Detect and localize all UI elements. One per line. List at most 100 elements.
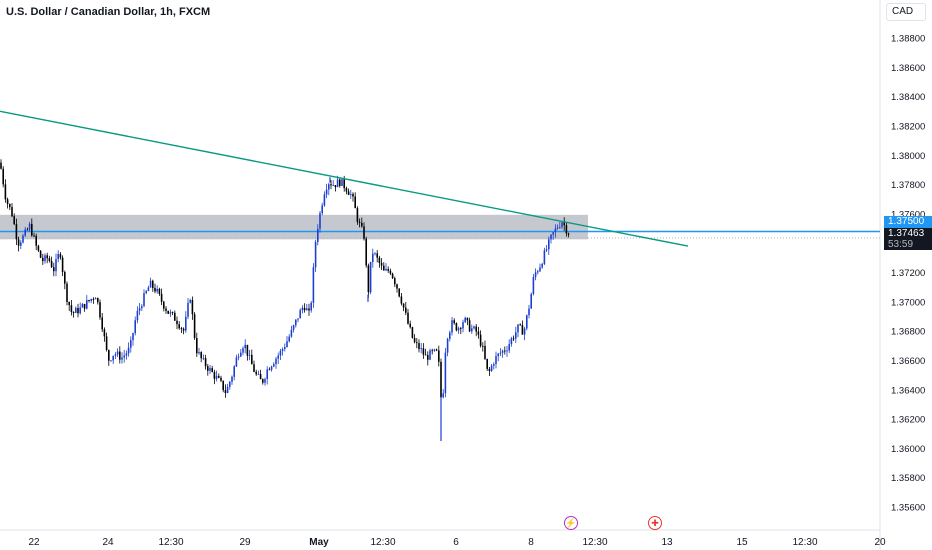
candle-body [44, 255, 46, 262]
candle-body [147, 287, 150, 292]
candle-body [224, 390, 227, 394]
candle-body [292, 325, 295, 330]
candle-body [163, 301, 165, 309]
candle-body [86, 300, 88, 309]
candle-body [61, 257, 64, 273]
candle-body [24, 229, 26, 236]
candle-body [400, 296, 403, 304]
candle-body [112, 355, 114, 361]
candle-body [81, 304, 84, 308]
candle-body [358, 221, 361, 223]
candle-body [13, 216, 15, 225]
candle-body [332, 185, 334, 186]
candle-body [343, 179, 345, 189]
candle-body [290, 329, 293, 337]
candle-body [97, 298, 99, 303]
candle-body [99, 302, 101, 318]
candle-body [339, 179, 341, 186]
bar-countdown: 53:59 [888, 239, 914, 250]
candle-body [301, 307, 304, 311]
candle-body [299, 310, 301, 319]
candle-body [288, 336, 290, 342]
candle-body [539, 267, 541, 272]
candle-body [193, 314, 196, 339]
candle-body [334, 185, 337, 188]
candle-body [486, 358, 488, 369]
candle-body [303, 307, 306, 311]
current-price-value: 1.37463 [888, 228, 925, 239]
candle-body [268, 369, 271, 371]
candle-body [565, 225, 568, 234]
currency-selector[interactable]: CAD [886, 3, 926, 21]
candle-body [141, 306, 143, 309]
y-tick-label: 1.38000 [891, 151, 925, 162]
candle-body [563, 222, 565, 226]
candle-body [561, 222, 563, 228]
candle-body [440, 361, 442, 398]
candle-body [138, 308, 141, 311]
candle-body [55, 259, 57, 272]
candle-body [200, 352, 202, 359]
y-tick-label: 1.35600 [891, 503, 925, 514]
candle-body [387, 268, 389, 271]
candle-body [127, 347, 130, 354]
candle-body [90, 298, 92, 301]
candle-body [347, 191, 350, 195]
x-tick-label: 13 [661, 537, 673, 548]
candle-body [114, 354, 117, 356]
candle-body [154, 287, 156, 292]
candle-body [482, 345, 484, 347]
candle-body [264, 378, 266, 383]
candle-body [383, 265, 385, 271]
candle-body [372, 253, 374, 262]
candle-body [308, 308, 310, 311]
candle-body [125, 353, 128, 356]
x-tick-label: 6 [453, 537, 459, 548]
candle-body [545, 249, 548, 251]
y-tick-label: 1.36400 [891, 385, 925, 396]
candle-body [17, 239, 20, 246]
candle-body [380, 262, 383, 266]
candle-body [422, 348, 425, 355]
candle-body [532, 277, 535, 295]
candle-body [59, 254, 62, 258]
candle-body [361, 222, 363, 227]
candle-body [121, 357, 123, 360]
y-tick-label: 1.38800 [891, 34, 925, 45]
candle-body [143, 293, 145, 307]
candle-body [497, 353, 499, 357]
candle-body [471, 328, 473, 332]
candle-body [427, 355, 429, 360]
candle-body [165, 308, 167, 311]
candle-body [385, 268, 387, 271]
candle-body [211, 368, 213, 372]
candle-body [405, 307, 407, 313]
candle-body [11, 207, 13, 217]
candle-body [204, 358, 207, 367]
candle-body [180, 328, 183, 330]
candle-body [306, 308, 308, 311]
candle-body [240, 352, 242, 357]
candle-body [398, 288, 400, 297]
candle-body [33, 235, 35, 237]
candle-body [262, 379, 264, 383]
candle-body [435, 349, 438, 351]
canada-flag-icon[interactable]: ✚ [648, 516, 662, 530]
candle-body [451, 320, 453, 333]
candle-body [182, 328, 185, 331]
candle-body [255, 371, 257, 375]
level-price-tag: 1.37500 [884, 216, 932, 228]
candle-body [374, 253, 376, 255]
candle-body [508, 344, 510, 351]
candle-body [101, 317, 103, 330]
candle-body [220, 377, 222, 381]
candle-body [517, 324, 519, 333]
lightning-icon[interactable]: ⚡ [564, 516, 578, 530]
candle-body [468, 320, 471, 332]
candle-body [567, 233, 570, 235]
candle-body [4, 184, 7, 200]
candle-body [519, 324, 521, 326]
candle-body [534, 272, 537, 278]
candle-body [310, 302, 312, 311]
